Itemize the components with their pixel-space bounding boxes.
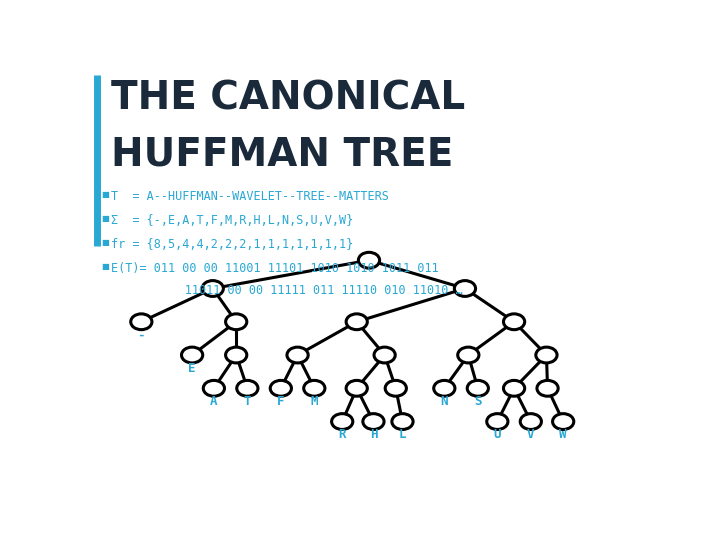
Text: E(T)= 011 00 00 11001 11101 1010 1010 1011 011: E(T)= 011 00 00 11001 11101 1010 1010 10… [111,262,439,275]
Text: S: S [474,395,482,408]
Text: ■: ■ [101,262,109,271]
Ellipse shape [521,414,541,429]
Text: Σ  = {-,E,A,T,F,M,R,H,L,N,S,U,V,W}: Σ = {-,E,A,T,F,M,R,H,L,N,S,U,V,W} [111,214,354,227]
Ellipse shape [374,347,395,363]
Text: 11011 00 00 11111 011 11110 010 11010 …: 11011 00 00 11111 011 11110 010 11010 … [142,284,462,297]
Text: F: F [277,395,284,408]
Ellipse shape [270,380,292,396]
Text: ■: ■ [101,214,109,222]
Ellipse shape [454,281,476,296]
Text: THE CANONICAL: THE CANONICAL [111,79,465,117]
Text: W: W [559,428,567,441]
Text: E: E [189,362,196,375]
Text: ■: ■ [101,190,109,199]
Text: fr = {8,5,4,4,2,2,2,1,1,1,1,1,1,1}: fr = {8,5,4,4,2,2,2,1,1,1,1,1,1,1} [111,238,354,251]
Text: -: - [138,328,145,341]
Text: H: H [369,428,377,441]
Text: ■: ■ [101,238,109,247]
Text: V: V [527,428,534,441]
Ellipse shape [225,347,247,363]
Ellipse shape [487,414,508,429]
Ellipse shape [332,414,353,429]
Ellipse shape [503,314,525,329]
Ellipse shape [536,347,557,363]
Text: HUFFMAN TREE: HUFFMAN TREE [111,136,454,173]
Text: A: A [210,395,217,408]
Ellipse shape [467,380,488,396]
Text: L: L [399,428,406,441]
Text: U: U [494,428,501,441]
Text: R: R [338,428,346,441]
Text: T: T [243,395,251,408]
Text: N: N [441,395,448,408]
Ellipse shape [181,347,203,363]
Ellipse shape [433,380,455,396]
Ellipse shape [131,314,152,329]
Ellipse shape [503,380,525,396]
Ellipse shape [203,380,225,396]
Ellipse shape [458,347,479,363]
Text: M: M [310,395,318,408]
Ellipse shape [202,281,223,296]
Ellipse shape [346,380,367,396]
Ellipse shape [359,252,379,268]
Ellipse shape [237,380,258,396]
Ellipse shape [287,347,308,363]
Ellipse shape [552,414,574,429]
Ellipse shape [537,380,558,396]
Ellipse shape [304,380,325,396]
Text: T  = A--HUFFMAN--WAVELET--TREE--MATTERS: T = A--HUFFMAN--WAVELET--TREE--MATTERS [111,190,389,202]
Ellipse shape [363,414,384,429]
Ellipse shape [385,380,406,396]
Ellipse shape [392,414,413,429]
Ellipse shape [346,314,367,329]
Ellipse shape [225,314,247,329]
